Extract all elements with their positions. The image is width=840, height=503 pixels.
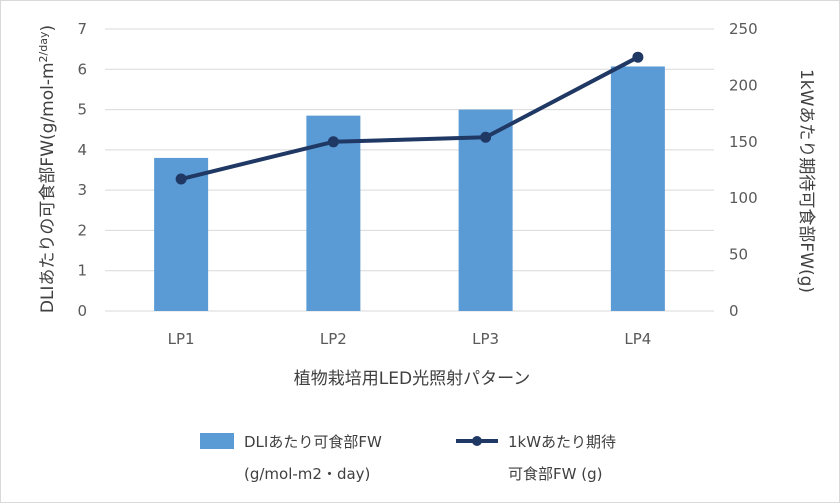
x-tick-label: LP4 bbox=[624, 330, 651, 348]
left-tick-label: 5 bbox=[77, 101, 87, 119]
legend-line-marker bbox=[472, 436, 482, 446]
legend-bar-swatch bbox=[200, 433, 234, 449]
right-tick-label: 200 bbox=[729, 76, 758, 94]
right-tick-label: 50 bbox=[729, 246, 748, 264]
left-axis-title: DLIあたりの可食部FW(g/mol-m2/day) bbox=[37, 25, 58, 313]
left-tick-label: 1 bbox=[77, 262, 87, 280]
bar-series bbox=[154, 66, 665, 311]
line-point-lp3 bbox=[480, 131, 492, 143]
line-point-lp2 bbox=[327, 136, 339, 148]
x-tick-label: LP3 bbox=[472, 330, 499, 348]
left-tick-label: 4 bbox=[77, 141, 87, 159]
bar-lp3 bbox=[458, 109, 513, 311]
left-tick-label: 7 bbox=[77, 20, 87, 38]
line-point-lp1 bbox=[175, 173, 187, 185]
legend-bar-label: DLIあたり可食部FW bbox=[244, 433, 382, 451]
right-axis-title: 1kWあたり期待可食部FW(g) bbox=[796, 69, 816, 293]
x-tick-label: LP2 bbox=[320, 330, 347, 348]
right-tick-label: 250 bbox=[729, 20, 758, 38]
left-tick-label: 3 bbox=[77, 181, 87, 199]
legend: DLIあたり可食部FW (g/mol-m2・day) 1kWあたり期待 可食部F… bbox=[200, 433, 616, 483]
right-tick-label: 0 bbox=[729, 302, 739, 320]
x-axis-ticks: LP1 LP2 LP3 LP4 bbox=[168, 330, 652, 348]
line-series bbox=[175, 51, 644, 185]
line-point-lp4 bbox=[632, 51, 644, 63]
left-axis-ticks: 0 1 2 3 4 5 6 7 bbox=[77, 20, 87, 320]
x-tick-label: LP1 bbox=[168, 330, 195, 348]
legend-line-label: 1kWあたり期待 bbox=[508, 433, 616, 451]
bar-lp4 bbox=[610, 66, 665, 311]
line-path bbox=[180, 55, 639, 181]
legend-line-label-line2: 可食部FW (g) bbox=[508, 465, 602, 483]
right-axis-ticks: 0 50 100 150 200 250 bbox=[729, 20, 758, 320]
left-tick-label: 0 bbox=[77, 302, 87, 320]
right-tick-label: 150 bbox=[729, 133, 758, 151]
right-tick-label: 100 bbox=[729, 189, 758, 207]
left-tick-label: 6 bbox=[77, 60, 87, 78]
left-tick-label: 2 bbox=[77, 221, 87, 239]
legend-bar-label-line2: (g/mol-m2・day) bbox=[244, 465, 370, 483]
x-axis-title: 植物栽培用LED光照射パターン bbox=[294, 369, 530, 389]
